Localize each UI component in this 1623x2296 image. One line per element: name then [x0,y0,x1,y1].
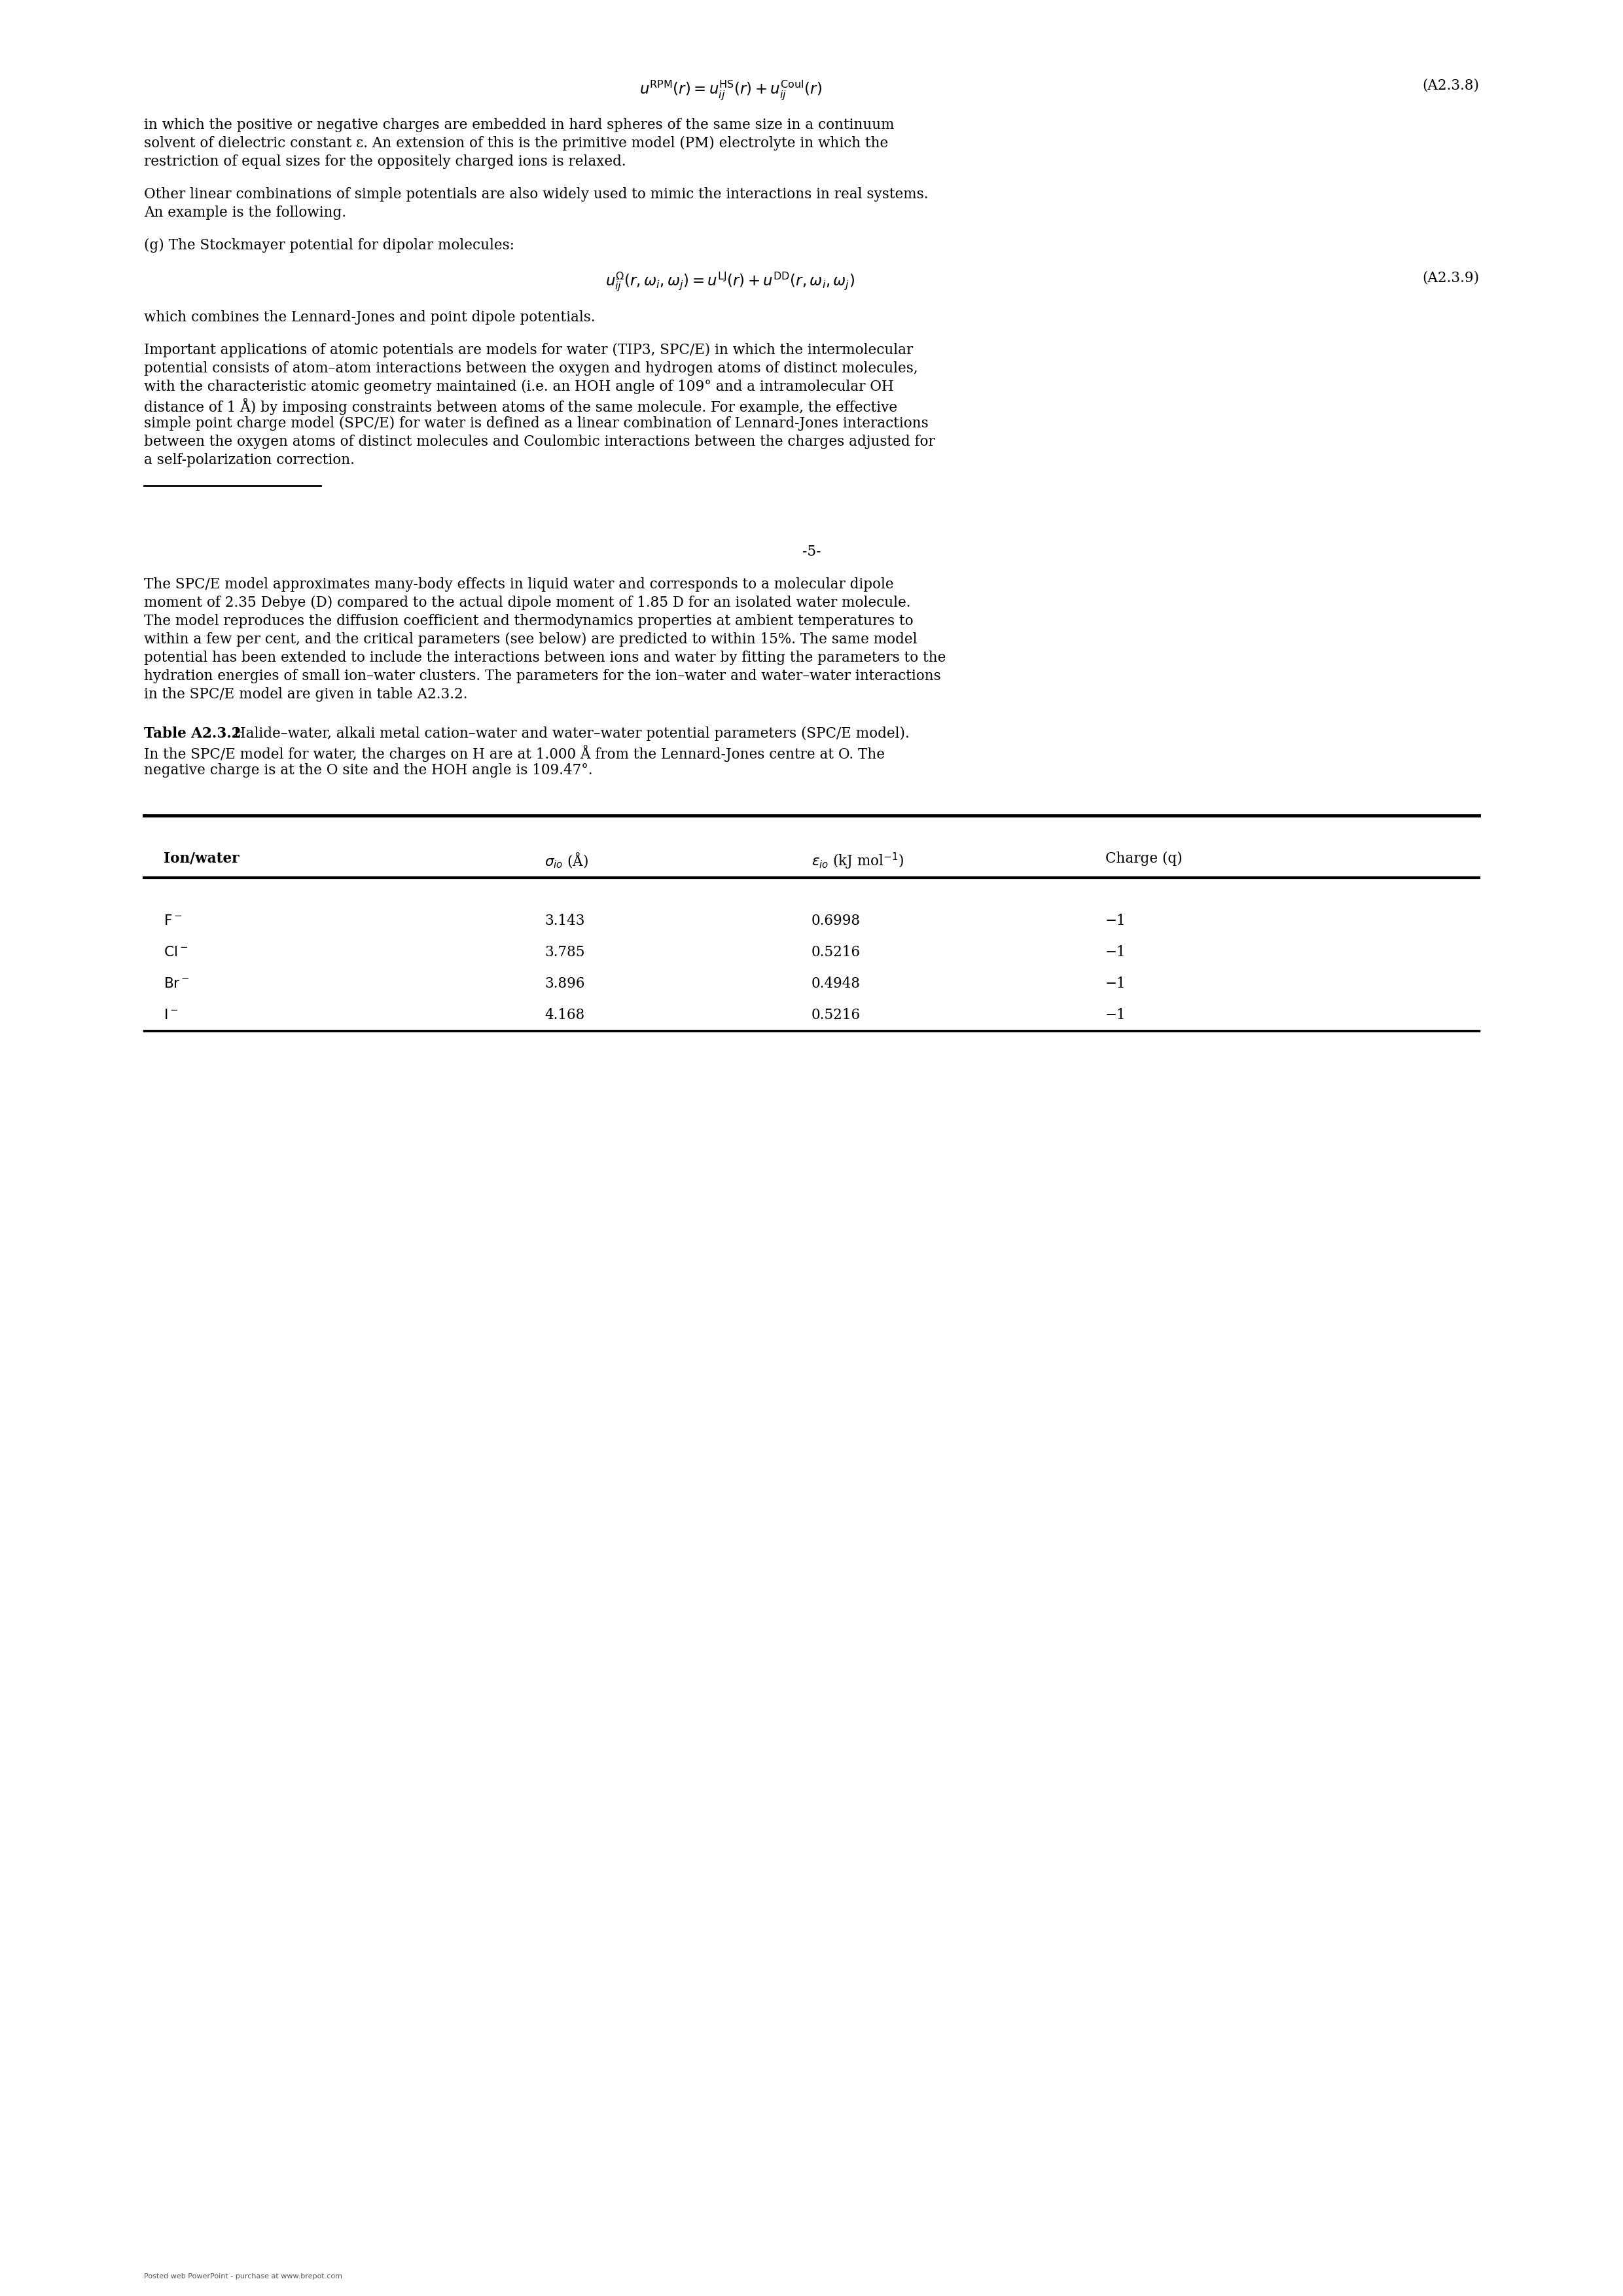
Text: solvent of dielectric constant ε. An extension of this is the primitive model (P: solvent of dielectric constant ε. An ext… [144,135,888,152]
Text: 0.5216: 0.5216 [812,1008,860,1022]
Text: An example is the following.: An example is the following. [144,207,346,220]
Text: Halide–water, alkali metal cation–water and water–water potential parameters (SP: Halide–water, alkali metal cation–water … [229,726,909,742]
Text: $\mathrm{Cl}^-$: $\mathrm{Cl}^-$ [164,946,188,960]
Text: 0.5216: 0.5216 [812,946,860,960]
Text: (A2.3.9): (A2.3.9) [1422,271,1479,285]
Text: The SPC/E model approximates many-body effects in liquid water and corresponds t: The SPC/E model approximates many-body e… [144,576,894,592]
Text: Other linear combinations of simple potentials are also widely used to mimic the: Other linear combinations of simple pote… [144,188,928,202]
Text: Posted web PowerPoint - purchase at www.brepot.com: Posted web PowerPoint - purchase at www.… [144,2273,342,2280]
Text: −1: −1 [1105,1008,1126,1022]
Text: Table A2.3.2: Table A2.3.2 [144,726,242,742]
Text: negative charge is at the O site and the HOH angle is 109.47°.: negative charge is at the O site and the… [144,762,592,778]
Text: a self-polarization correction.: a self-polarization correction. [144,452,354,468]
Text: 3.896: 3.896 [544,976,584,992]
Text: Important applications of atomic potentials are models for water (TIP3, SPC/E) i: Important applications of atomic potenti… [144,342,914,358]
Text: moment of 2.35 Debye (D) compared to the actual dipole moment of 1.85 D for an i: moment of 2.35 Debye (D) compared to the… [144,595,911,611]
Text: $\mathrm{Br}^-$: $\mathrm{Br}^-$ [164,976,190,992]
Text: −1: −1 [1105,976,1126,992]
Text: -5-: -5- [802,544,821,558]
Text: Charge (q): Charge (q) [1105,852,1182,866]
Text: in which the positive or negative charges are embedded in hard spheres of the sa: in which the positive or negative charge… [144,117,894,133]
Text: 3.785: 3.785 [544,946,584,960]
Text: In the SPC/E model for water, the charges on H are at 1.000 Å from the Lennard-J: In the SPC/E model for water, the charge… [144,744,885,762]
Text: between the oxygen atoms of distinct molecules and Coulombic interactions betwee: between the oxygen atoms of distinct mol… [144,434,935,450]
Text: with the characteristic atomic geometry maintained (i.e. an HOH angle of 109° an: with the characteristic atomic geometry … [144,379,894,395]
Text: (g) The Stockmayer potential for dipolar molecules:: (g) The Stockmayer potential for dipolar… [144,239,514,253]
Text: 0.6998: 0.6998 [812,914,860,928]
Text: within a few per cent, and the critical parameters (see below) are predicted to : within a few per cent, and the critical … [144,631,917,647]
Text: −1: −1 [1105,914,1126,928]
Text: hydration energies of small ion–water clusters. The parameters for the ion–water: hydration energies of small ion–water cl… [144,668,941,684]
Text: $\varepsilon_{\mathit{io}}$ (kJ mol$^{-1}$): $\varepsilon_{\mathit{io}}$ (kJ mol$^{-1… [812,852,904,870]
Text: (A2.3.8): (A2.3.8) [1422,78,1479,92]
Text: $\mathrm{F}^-$: $\mathrm{F}^-$ [164,914,182,928]
Text: $\mathrm{I}^-$: $\mathrm{I}^-$ [164,1008,179,1022]
Text: −1: −1 [1105,946,1126,960]
Text: $\sigma_{\mathit{io}}$ (Å): $\sigma_{\mathit{io}}$ (Å) [544,852,589,870]
Text: restriction of equal sizes for the oppositely charged ions is relaxed.: restriction of equal sizes for the oppos… [144,154,626,170]
Text: which combines the Lennard-Jones and point dipole potentials.: which combines the Lennard-Jones and poi… [144,310,596,324]
Text: 4.168: 4.168 [544,1008,584,1022]
Text: potential has been extended to include the interactions between ions and water b: potential has been extended to include t… [144,650,946,666]
Text: in the SPC/E model are given in table A2.3.2.: in the SPC/E model are given in table A2… [144,687,467,703]
Text: Ion/water: Ion/water [164,852,239,866]
Text: distance of 1 Å) by imposing constraints between atoms of the same molecule. For: distance of 1 Å) by imposing constraints… [144,397,898,416]
Text: potential consists of atom–atom interactions between the oxygen and hydrogen ato: potential consists of atom–atom interact… [144,360,919,377]
Text: $u^{\Omega}_{ij}(r,\omega_i,\omega_j) = u^{\mathrm{LJ}}(r) + u^{\mathrm{DD}}(r,\: $u^{\Omega}_{ij}(r,\omega_i,\omega_j) = … [605,271,855,294]
Text: 3.143: 3.143 [544,914,584,928]
Text: The model reproduces the diffusion coefficient and thermodynamics properties at : The model reproduces the diffusion coeff… [144,613,914,629]
Text: simple point charge model (SPC/E) for water is defined as a linear combination o: simple point charge model (SPC/E) for wa… [144,416,928,432]
Text: $u^{\mathrm{RPM}}(r) = u^{\mathrm{HS}}_{ij}(r) + u^{\mathrm{Coul}}_{ij}(r)$: $u^{\mathrm{RPM}}(r) = u^{\mathrm{HS}}_{… [639,78,821,101]
Text: 0.4948: 0.4948 [812,976,860,992]
